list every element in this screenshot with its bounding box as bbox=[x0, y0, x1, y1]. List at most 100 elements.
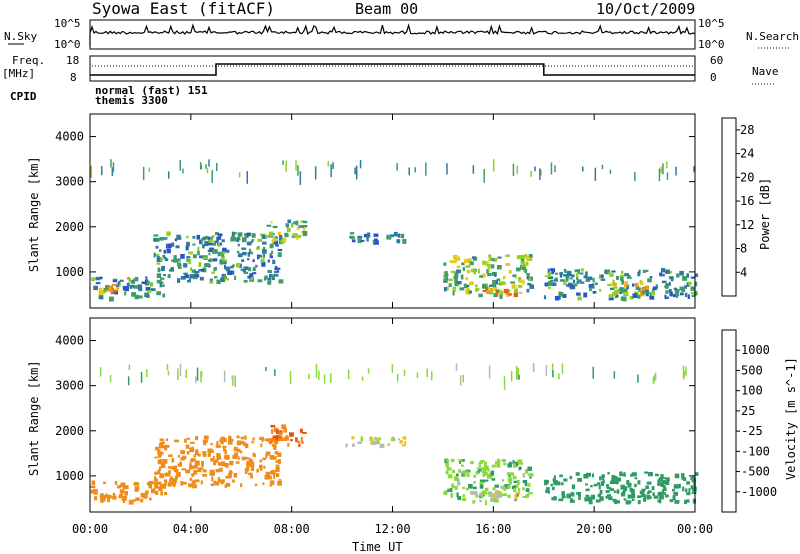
heatmap-cell bbox=[374, 238, 378, 244]
heatmap-cell bbox=[162, 459, 168, 464]
y-tick-label: 2000 bbox=[55, 220, 84, 234]
heatmap-cell bbox=[185, 469, 191, 474]
heatmap-cell bbox=[414, 167, 416, 173]
heatmap-cell bbox=[155, 446, 159, 451]
velocity-y-axis: 1000 2000 3000 4000 bbox=[55, 334, 695, 483]
heatmap-cell bbox=[486, 264, 492, 267]
heatmap-cell bbox=[693, 166, 695, 173]
heatmap-cell bbox=[692, 498, 696, 504]
heatmap-cell bbox=[444, 490, 448, 496]
heatmap-cell bbox=[694, 273, 699, 277]
time-axis-label: Time UT bbox=[352, 540, 403, 554]
heatmap-cell bbox=[202, 236, 206, 241]
heatmap-cell bbox=[194, 464, 198, 468]
heatmap-cell bbox=[208, 237, 213, 241]
heatmap-cell bbox=[236, 435, 240, 439]
heatmap-cell bbox=[330, 164, 332, 178]
heatmap-cell bbox=[647, 490, 652, 493]
heatmap-cell bbox=[518, 468, 522, 471]
heatmap-cell bbox=[278, 438, 281, 442]
heatmap-cell bbox=[547, 281, 552, 286]
heatmap-cell bbox=[351, 436, 355, 440]
heatmap-cell bbox=[576, 280, 580, 284]
heatmap-cell bbox=[613, 282, 617, 286]
heatmap-cell bbox=[256, 247, 260, 250]
heatmap-cell bbox=[662, 489, 665, 494]
heatmap-cell bbox=[493, 286, 498, 291]
heatmap-cell bbox=[466, 470, 469, 475]
heatmap-cell bbox=[190, 267, 193, 271]
heatmap-cell bbox=[396, 163, 398, 171]
heatmap-cell bbox=[189, 462, 192, 465]
heatmap-cell bbox=[672, 488, 675, 492]
heatmap-cell bbox=[443, 262, 447, 266]
heatmap-cell bbox=[253, 453, 256, 458]
heatmap-cell bbox=[269, 243, 274, 249]
heatmap-cell bbox=[272, 237, 277, 242]
heatmap-cell bbox=[599, 274, 602, 279]
heatmap-cell bbox=[214, 266, 217, 271]
heatmap-cell bbox=[155, 245, 159, 249]
heatmap-cell bbox=[543, 295, 547, 300]
heatmap-cell bbox=[274, 451, 279, 455]
heatmap-cell bbox=[164, 446, 168, 451]
heatmap-cell bbox=[464, 285, 468, 289]
heatmap-cell bbox=[128, 499, 134, 505]
heatmap-cell bbox=[456, 281, 462, 285]
heatmap-cell bbox=[267, 439, 271, 443]
heatmap-cell bbox=[657, 492, 663, 496]
heatmap-cell bbox=[140, 288, 143, 292]
heatmap-cell bbox=[546, 487, 550, 492]
heatmap-cell bbox=[185, 444, 190, 449]
heatmap-cell bbox=[149, 497, 152, 501]
heatmap-cell bbox=[269, 484, 273, 487]
heatmap-cell bbox=[628, 500, 632, 504]
heatmap-cell bbox=[277, 481, 282, 486]
heatmap-cell bbox=[228, 471, 233, 474]
heatmap-cell bbox=[194, 479, 200, 483]
heatmap-cell bbox=[279, 235, 283, 240]
heatmap-cell bbox=[479, 275, 484, 278]
heatmap-cell bbox=[482, 273, 486, 278]
heatmap-cell bbox=[666, 172, 669, 180]
heatmap-cell bbox=[630, 473, 633, 477]
heatmap-cell bbox=[252, 268, 256, 271]
heatmap-cell bbox=[573, 284, 577, 287]
heatmap-cell bbox=[396, 373, 399, 382]
heatmap-cell bbox=[192, 235, 196, 239]
heatmap-cell bbox=[566, 270, 572, 275]
heatmap-cell bbox=[578, 279, 582, 282]
heatmap-cell bbox=[124, 485, 129, 490]
heatmap-cell bbox=[526, 273, 530, 276]
heatmap-cell bbox=[691, 491, 697, 494]
heatmap-cell bbox=[273, 428, 279, 432]
heatmap-cell bbox=[142, 166, 145, 181]
heatmap-cell bbox=[237, 456, 240, 460]
heatmap-cell bbox=[154, 481, 159, 485]
heatmap-cell bbox=[638, 269, 641, 274]
heatmap-cell bbox=[225, 475, 231, 479]
heatmap-cell bbox=[390, 438, 396, 442]
heatmap-cell bbox=[174, 238, 178, 242]
heatmap-cell bbox=[208, 449, 214, 453]
heatmap-cell bbox=[544, 282, 549, 287]
heatmap-cell bbox=[569, 277, 573, 280]
heatmap-cell bbox=[92, 488, 98, 491]
heatmap-cell bbox=[579, 272, 584, 275]
heatmap-cell bbox=[586, 472, 591, 477]
heatmap-cell bbox=[261, 439, 264, 442]
heatmap-cell bbox=[627, 494, 632, 499]
heatmap-cell bbox=[566, 493, 571, 499]
heatmap-cell bbox=[484, 472, 488, 476]
heatmap-cell bbox=[548, 286, 551, 290]
heatmap-cell bbox=[616, 500, 620, 504]
heatmap-cell bbox=[601, 164, 604, 170]
heatmap-cell bbox=[517, 459, 523, 464]
heatmap-cell bbox=[449, 488, 453, 493]
heatmap-cell bbox=[613, 371, 616, 379]
heatmap-cell bbox=[120, 482, 126, 487]
heatmap-cell bbox=[115, 284, 120, 289]
heatmap-cell bbox=[675, 166, 677, 176]
heatmap-cell bbox=[403, 369, 406, 377]
heatmap-cell bbox=[641, 492, 645, 498]
